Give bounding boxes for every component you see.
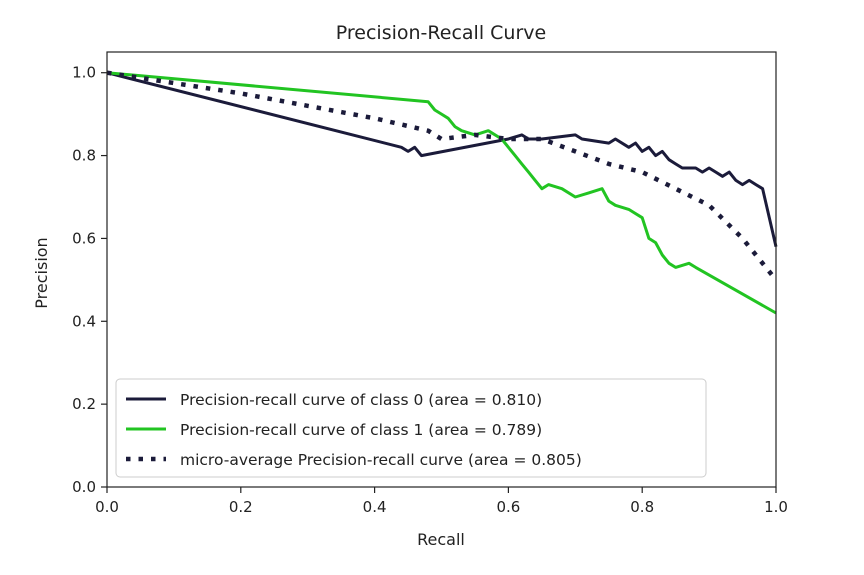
- x-axis-label: Recall: [417, 530, 465, 549]
- y-tick-label: 0.4: [72, 312, 96, 330]
- y-tick-label: 1.0: [72, 64, 96, 82]
- series-line-2: [106, 70, 778, 282]
- y-tick-label: 0.2: [72, 395, 96, 413]
- y-tick-label: 0.0: [72, 478, 96, 496]
- y-tick-label: 0.8: [72, 147, 96, 165]
- legend-entry-label: Precision-recall curve of class 1 (area …: [180, 421, 542, 439]
- x-tick-label: 0.8: [630, 498, 654, 516]
- series-line-0: [106, 71, 778, 248]
- y-axis-label: Precision: [32, 237, 51, 308]
- legend-entry-label: Precision-recall curve of class 0 (area …: [180, 391, 542, 409]
- chart-title: Precision-Recall Curve: [336, 22, 546, 44]
- legend-entry-label: micro-average Precision-recall curve (ar…: [180, 451, 582, 469]
- x-tick-label: 0.6: [496, 498, 520, 516]
- y-tick-label: 0.6: [72, 229, 96, 247]
- series-line-1: [106, 71, 777, 315]
- x-tick-label: 0.0: [95, 498, 119, 516]
- legend-box: [115, 378, 707, 478]
- x-tick-label: 0.2: [229, 498, 253, 516]
- plot-frame: [106, 51, 777, 488]
- x-tick-label: 1.0: [764, 498, 788, 516]
- x-tick-label: 0.4: [363, 498, 387, 516]
